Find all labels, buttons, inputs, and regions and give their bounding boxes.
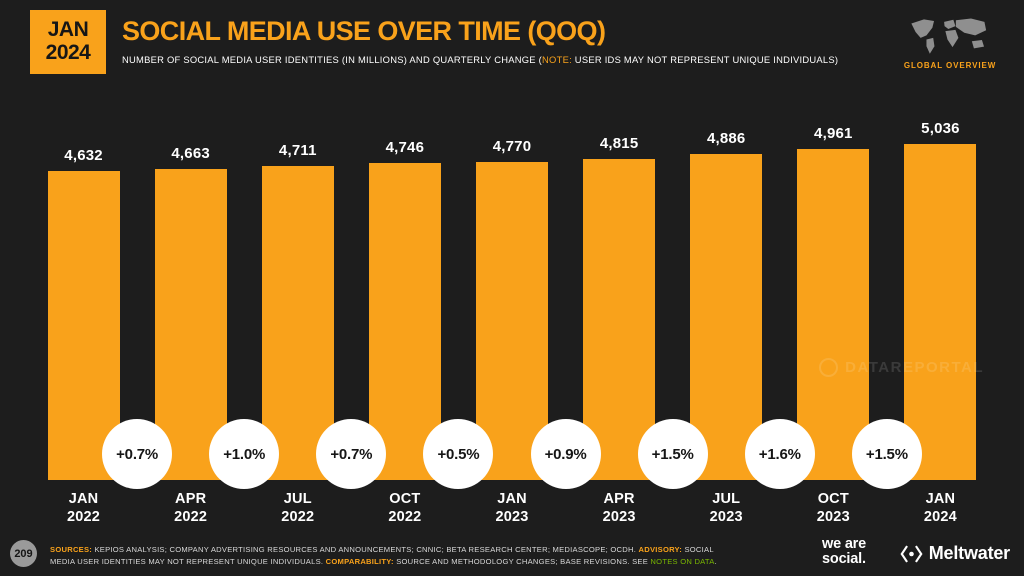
footer-notes-text: SOURCE AND METHODOLOGY CHANGES; BASE REV… <box>393 556 651 566</box>
bar-value-label: 4,961 <box>814 125 853 142</box>
page-title: SOCIAL MEDIA USE OVER TIME (QOQ) <box>122 16 606 46</box>
x-axis-label: APR 2022 <box>174 491 208 526</box>
qoq-change-badge: +1.0% <box>209 419 280 489</box>
bar-value-label: 4,746 <box>385 139 425 156</box>
page-subtitle: NUMBER OF SOCIAL MEDIA USER IDENTITIES (… <box>122 54 838 65</box>
bar-column: 4,770 <box>458 112 565 480</box>
bar <box>475 162 548 480</box>
bar-value-label: 5,036 <box>921 120 960 137</box>
we-are-social-logo: we are social. <box>822 535 866 567</box>
meltwater-icon <box>900 544 923 563</box>
region-label: GLOBAL OVERVIEW <box>903 61 997 70</box>
region-indicator: GLOBAL OVERVIEW <box>902 16 998 70</box>
x-axis-label: JAN 2023 <box>495 491 529 526</box>
x-axis-label: APR 2023 <box>602 491 636 526</box>
qoq-change-badge: +1.6% <box>744 419 815 489</box>
bar-column: 4,746 <box>351 112 458 480</box>
x-axis-label: JAN 2024 <box>923 491 957 526</box>
bar-column: 4,961 <box>780 112 887 480</box>
bar-column: 4,886 <box>673 112 780 480</box>
bar <box>261 166 334 480</box>
watermark-text: DATAREPORTAL <box>845 359 984 376</box>
page-number-badge: 209 <box>10 540 37 567</box>
we-are-social-line1: we are <box>822 535 866 552</box>
footer-notes-text: SOCIAL MEDIA USER IDENTITIES MAY NOT REP… <box>50 544 714 566</box>
bar <box>797 149 870 480</box>
qoq-change-badge: +1.5% <box>637 419 708 489</box>
footer-notes-text: KEPIOS ANALYSIS; COMPANY ADVERTISING RES… <box>92 544 639 554</box>
footer-notes-text: ADVISORY: <box>638 544 683 554</box>
bar-column: 4,632 <box>30 112 137 480</box>
bar-column: 4,815 <box>566 112 673 480</box>
subtitle-note-label: NOTE: <box>542 54 572 65</box>
date-badge: JAN 2024 <box>30 10 106 74</box>
chart-plot: 4,632 4,663 4,711 4,746 4,770 4,815 4,886 4,961… <box>30 112 994 489</box>
footer-notes-text: SOURCES: <box>50 544 93 554</box>
watermark: DATAREPORTAL <box>819 358 984 377</box>
chart-x-labels: JAN 2022 APR 2022 JUL 2022 OCT 2022 JAN 2023 APR 20… <box>30 490 994 526</box>
footer-notes-text: . <box>714 556 717 566</box>
qoq-change-badge: +0.9% <box>530 419 601 489</box>
date-badge-month: JAN <box>47 18 89 42</box>
qoq-change-badge: +0.5% <box>423 419 494 489</box>
meltwater-label: Meltwater <box>928 543 1010 563</box>
bar-value-label: 4,815 <box>599 135 639 152</box>
x-axis-label: JUL 2023 <box>709 491 743 526</box>
bar <box>368 163 441 480</box>
x-axis-label: JUL 2022 <box>281 491 315 526</box>
x-axis-label: JAN 2022 <box>67 491 101 526</box>
bar <box>904 144 977 480</box>
qoq-change-badge: +0.7% <box>316 419 387 489</box>
bar <box>47 171 120 480</box>
x-axis-label: OCT 2022 <box>388 491 422 526</box>
x-axis-label: OCT 2023 <box>816 491 850 526</box>
bar-column: 5,036 <box>887 112 994 480</box>
bar <box>583 159 656 480</box>
qoq-change-badge: +1.5% <box>851 419 922 489</box>
subtitle-suffix: USER IDS MAY NOT REPRESENT UNIQUE INDIVI… <box>571 54 839 65</box>
bar <box>690 154 763 480</box>
bar-value-label: 4,663 <box>171 145 210 162</box>
subtitle-prefix: NUMBER OF SOCIAL MEDIA USER IDENTITIES (… <box>122 54 543 65</box>
bar-column: 4,711 <box>244 112 351 480</box>
footer-notes-text: COMPARABILITY: <box>325 556 394 566</box>
header: SOCIAL MEDIA USE OVER TIME (QOQ) NUMBER … <box>122 16 838 65</box>
world-map-icon <box>911 18 987 54</box>
datareportal-icon <box>819 358 839 377</box>
footer-notes: SOURCES: KEPIOS ANALYSIS; COMPANY ADVERT… <box>50 544 740 568</box>
bar-value-label: 4,770 <box>492 138 532 155</box>
qoq-change-badge: +0.7% <box>102 419 173 489</box>
bar-chart: 4,632 4,663 4,711 4,746 4,770 4,815 4,886 4,961… <box>30 112 994 526</box>
bar <box>154 169 227 480</box>
meltwater-logo: Meltwater <box>900 543 1010 564</box>
notes-on-data-link[interactable]: NOTES ON DATA <box>650 556 715 566</box>
bar-value-label: 4,886 <box>706 130 746 147</box>
date-badge-year: 2024 <box>45 41 91 64</box>
bar-column: 4,663 <box>137 112 244 480</box>
we-are-social-line2: social. <box>822 550 866 567</box>
bar-value-label: 4,632 <box>64 147 103 164</box>
bar-value-label: 4,711 <box>278 142 317 159</box>
